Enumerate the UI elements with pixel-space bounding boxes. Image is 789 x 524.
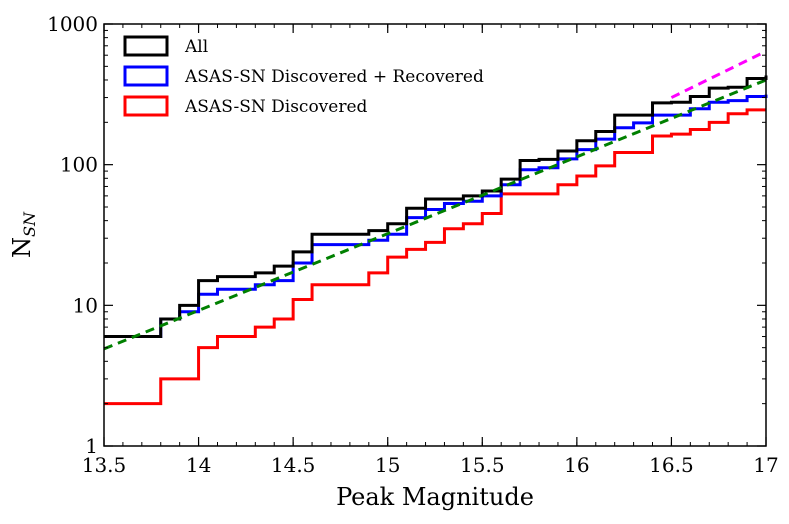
legend-swatch (123, 65, 169, 87)
y-tick-label: 100 (60, 153, 98, 177)
y-axis-title-subscript: SN (20, 211, 39, 237)
x-tick-label: 15 (375, 453, 400, 477)
x-tick-label: 17 (753, 453, 778, 477)
x-tick-label: 16 (564, 453, 589, 477)
series-all-steps (104, 75, 768, 339)
axis-ticks: 13.5 14 14.5 15 15.5 16 16.5 17 1 10 100 1000 (47, 12, 779, 477)
series-asas-sn-discovered-steps (104, 108, 766, 406)
x-tick-label: 14.5 (271, 453, 316, 477)
legend-label: ASAS-SN Discovered (184, 97, 368, 117)
plot-area (103, 49, 768, 406)
y-tick-label: 1000 (47, 12, 98, 36)
x-tick-label: 13.5 (82, 453, 127, 477)
legend: All ASAS-SN Discovered + Recovered ASAS-SN… (123, 35, 484, 117)
y-axis-title: NSN (8, 211, 39, 258)
x-tick-label: 16.5 (649, 453, 694, 477)
series-asas-sn-discovered-recovered-steps (104, 94, 768, 339)
legend-label: All (184, 37, 208, 57)
fit-extension-line (670, 49, 767, 99)
plot-frame (103, 23, 767, 447)
x-tick-label: 14 (186, 453, 211, 477)
legend-label: ASAS-SN Discovered + Recovered (184, 67, 484, 87)
x-tick-label: 15.5 (460, 453, 505, 477)
legend-swatch (123, 35, 169, 57)
x-axis-title: Peak Magnitude (336, 483, 534, 511)
y-tick-label: 1 (85, 434, 98, 458)
legend-swatch (123, 95, 169, 117)
y-tick-label: 10 (73, 293, 98, 317)
y-axis-title-main: N (8, 237, 36, 258)
